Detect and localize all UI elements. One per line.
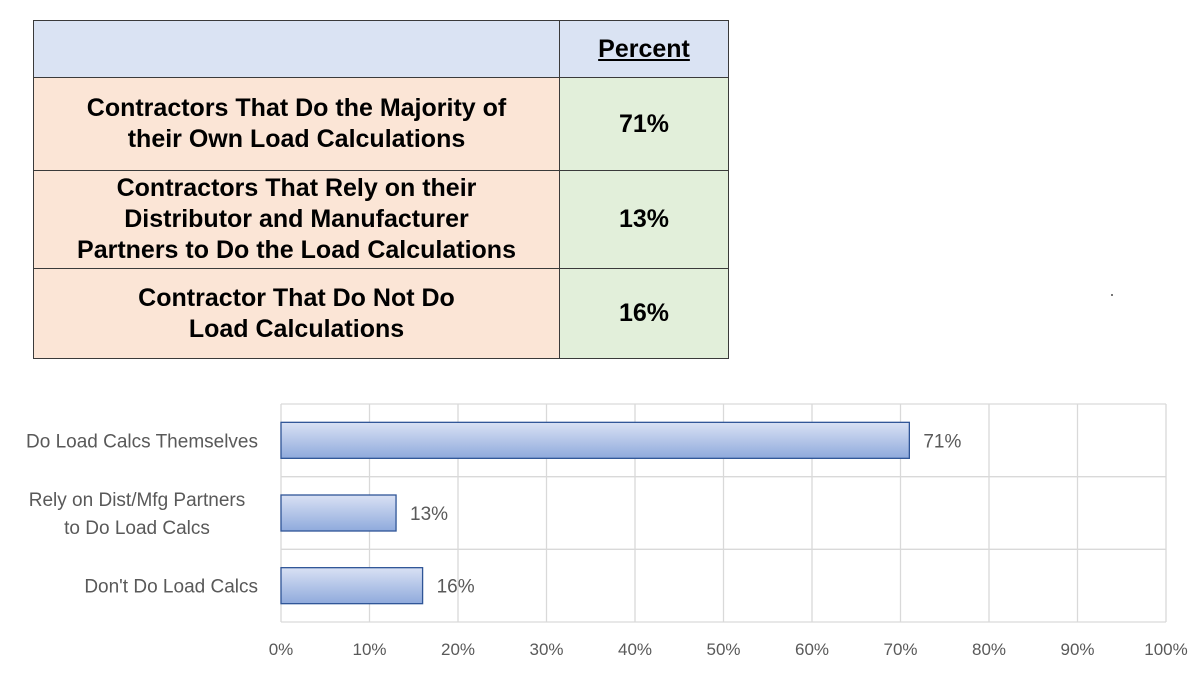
x-tick-label: 0% [269, 640, 294, 659]
row-label-line: Contractors That Rely on their [116, 174, 477, 202]
row-value-cell: 71% [559, 77, 729, 171]
row-label-line: Contractors That Do the Majority of [86, 94, 507, 122]
category-label-line: to Do Load Calcs [64, 518, 210, 539]
bar-chart: 0% 10% 20% 30% 40% 50% 60% 70% 80% 90% 100% 71% Do L… [26, 403, 1188, 659]
x-tick-label: 40% [618, 640, 652, 659]
category-label-line: Don't Do Load Calcs [84, 577, 258, 598]
x-tick-label: 60% [795, 640, 829, 659]
table-row: Contractor That Do Not Do Load Calculati… [33, 268, 729, 359]
row-label-line: Contractor That Do Not Do [138, 283, 455, 312]
category-label-line: Do Load Calcs Themselves [26, 431, 258, 452]
x-tick-label: 10% [352, 640, 386, 659]
table-row: Contractors That Rely on their Distribut… [33, 170, 729, 269]
data-label: 13% [410, 504, 448, 525]
row-label-line: Load Calculations [188, 314, 405, 343]
table-header-row: Percent [33, 20, 729, 78]
x-tick-label: 80% [972, 640, 1006, 659]
row-value-cell: 13% [559, 170, 729, 269]
x-tick-label: 20% [441, 640, 475, 659]
stray-dot [1111, 294, 1113, 296]
x-tick-label: 70% [883, 640, 917, 659]
bar [280, 494, 397, 532]
row-label-line: Distributor and Manufacturer [124, 205, 469, 233]
row-label-line: Partners to Do the Load Calculations [77, 236, 516, 264]
bar [280, 567, 424, 605]
bar [280, 421, 910, 459]
category-label: Do Load Calcs Themselves [26, 431, 258, 452]
row-label-cell: Contractor That Do Not Do Load Calculati… [33, 268, 560, 359]
header-label-cell [33, 20, 560, 78]
row-value-cell: 16% [559, 268, 729, 359]
header-percent-cell: Percent [559, 20, 729, 78]
x-tick-label: 90% [1060, 640, 1094, 659]
data-label: 71% [923, 431, 961, 452]
category-label: Don't Do Load Calcs [84, 577, 258, 598]
row-label-line: their Own Load Calculations [127, 125, 466, 153]
row-label-cell: Contractors That Do the Majority of thei… [33, 77, 560, 171]
category-label-line: Rely on Dist/Mfg Partners [29, 490, 245, 511]
table-row: Contractors That Do the Majority of thei… [33, 77, 729, 171]
summary-table: Percent Contractors That Do the Majority… [33, 20, 729, 359]
x-tick-label: 100% [1144, 640, 1187, 659]
data-label: 16% [437, 577, 475, 598]
x-tick-label: 50% [706, 640, 740, 659]
x-tick-label: 30% [529, 640, 563, 659]
row-label-cell: Contractors That Rely on their Distribut… [33, 170, 560, 269]
category-label: Rely on Dist/Mfg Partners to Do Load Calc… [29, 490, 245, 539]
